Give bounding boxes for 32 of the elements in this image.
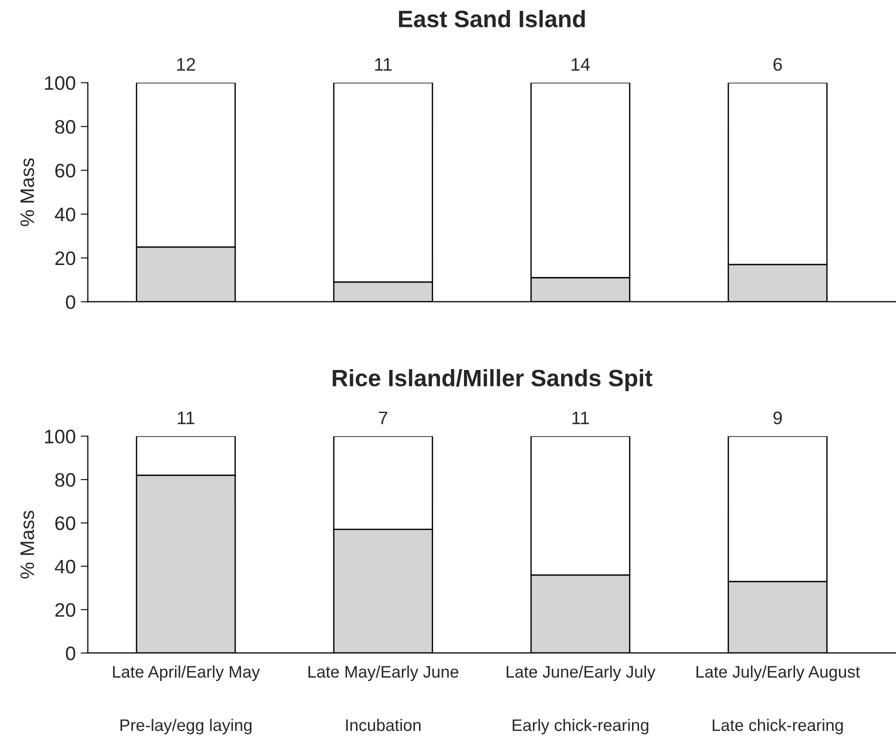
chart-title: Rice Island/Miller Sands Spit <box>332 369 652 392</box>
y-tick-label: 60 <box>55 164 76 178</box>
y-tick-label: 100 <box>45 430 76 444</box>
annotation: 7 <box>379 412 388 424</box>
x-tick-label: Late April/Early May <box>113 665 260 682</box>
y-tick-label: 80 <box>55 473 76 487</box>
annotation: 6 <box>774 58 782 71</box>
annotation: 14 <box>572 58 590 71</box>
y-tick-label: 60 <box>55 516 76 530</box>
y-tick-label: 40 <box>54 208 76 222</box>
y-axis-title: % Mass <box>20 510 34 578</box>
annotation: 11 <box>178 412 194 424</box>
y-tick-label: 80 <box>55 120 76 134</box>
y-tick-label: 20 <box>55 603 76 617</box>
x-tick-label: Late May/Early June <box>308 665 458 682</box>
annotation: 12 <box>177 58 195 71</box>
y-tick-label: 100 <box>45 76 76 90</box>
chart-title: East Sand Island <box>399 10 585 28</box>
annotation: 9 <box>773 412 782 424</box>
text: Late chick-rearing <box>712 718 843 734</box>
x-tick-label: Late July/Early August <box>696 665 860 682</box>
annotation: 11 <box>572 412 589 424</box>
y-axis-title: % Mass <box>20 158 34 226</box>
x-tick-label: Late June/Early July <box>506 665 656 682</box>
y-tick-label: 40 <box>54 560 76 574</box>
y-tick-label: 0 <box>66 295 76 309</box>
y-tick-label: 20 <box>55 251 76 266</box>
text: Early chick-rearing <box>512 718 648 734</box>
text: Incubation <box>346 718 420 732</box>
annotation: 11 <box>375 58 392 71</box>
y-tick-label: 0 <box>66 646 76 660</box>
text: Pre-lay/egg laying <box>120 718 252 734</box>
